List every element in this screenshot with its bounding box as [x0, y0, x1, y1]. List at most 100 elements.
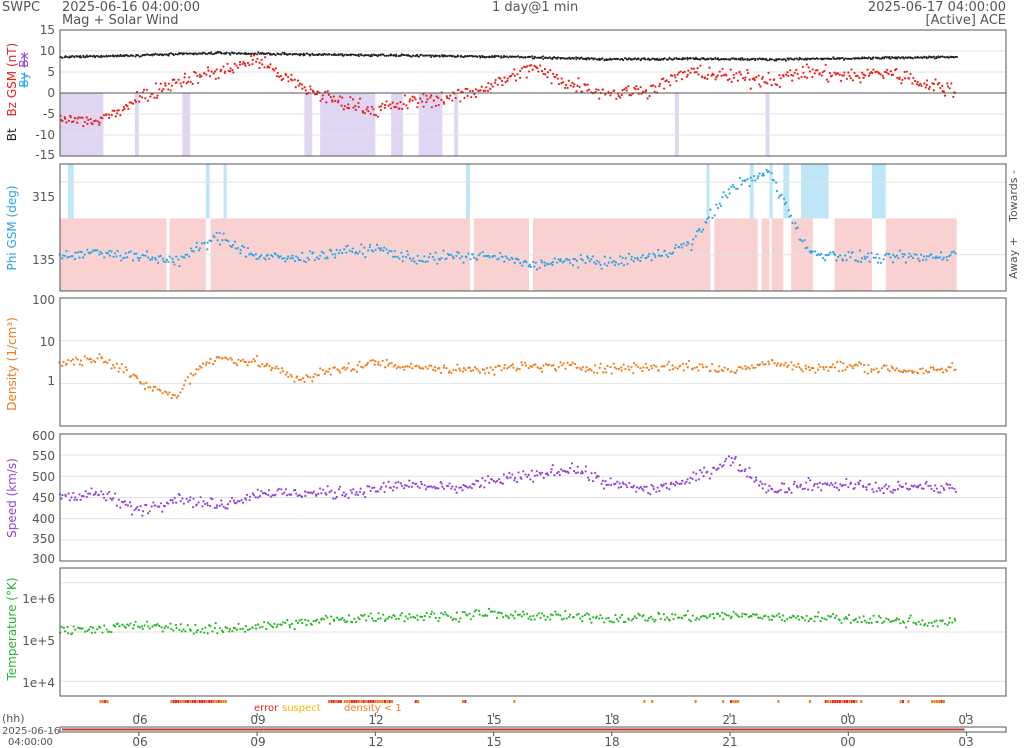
phi-point [892, 253, 895, 257]
phi-point [434, 251, 437, 254]
speed-point [322, 488, 325, 491]
mag-ytick: 15 [40, 23, 55, 37]
phi-point [114, 252, 117, 255]
bz-point [556, 77, 559, 80]
temperature-point [745, 613, 748, 616]
speed-point [517, 471, 520, 474]
temperature-point [511, 614, 515, 617]
speed-point [460, 486, 463, 489]
phi-point [167, 260, 170, 263]
bt-point [765, 57, 768, 60]
phi-point [647, 255, 650, 258]
phi-point [829, 251, 832, 254]
towards-sector-band [465, 164, 470, 219]
phi-point [262, 256, 266, 260]
density-point [922, 372, 925, 375]
temperature-point [797, 618, 801, 621]
temperature-point [481, 614, 484, 617]
bz-point [518, 76, 522, 79]
bz-point [98, 123, 101, 126]
phi-point [731, 183, 735, 187]
bt-point [560, 57, 563, 60]
speed-point [130, 505, 133, 508]
speed-point [70, 496, 73, 499]
bz-point [448, 97, 451, 100]
density-point [88, 358, 91, 361]
speed-point [688, 481, 691, 485]
speed-point [927, 484, 930, 488]
temperature-point [792, 615, 795, 618]
bz-point [924, 86, 927, 89]
density-point [442, 366, 445, 369]
density-point [580, 368, 583, 371]
bz-point [504, 81, 507, 84]
temperature-point [908, 616, 911, 620]
bz-point [145, 88, 148, 91]
density-point [85, 357, 89, 360]
temperature-point [330, 615, 333, 618]
speed-point [126, 504, 129, 507]
bt-point [686, 56, 689, 59]
density-point [627, 368, 631, 371]
bt-point [566, 57, 569, 60]
temperature-point [894, 619, 898, 622]
phi-point [491, 254, 495, 258]
density-point [98, 353, 101, 356]
speed-point [455, 491, 458, 494]
flag-mark [99, 700, 102, 703]
bt-point [387, 54, 390, 57]
bt-point [425, 54, 428, 57]
density-point [711, 363, 714, 366]
bz-point [425, 101, 428, 104]
temperature-point [310, 623, 313, 626]
towards-label: Towards - [1007, 170, 1020, 223]
bz-point [121, 109, 124, 112]
bz-point [820, 74, 823, 77]
density-point [929, 366, 932, 369]
bz-point [612, 89, 616, 92]
speed-point [715, 468, 718, 471]
phi-point [614, 261, 618, 264]
bt-point [71, 54, 74, 57]
temperature-point [847, 613, 851, 617]
bz-point [733, 76, 736, 79]
bz-point [457, 88, 460, 91]
density-point [239, 359, 242, 363]
density-point [230, 358, 233, 361]
bz-point [706, 77, 709, 81]
phi-point [925, 258, 928, 261]
density-point [364, 364, 367, 367]
phi-point [369, 243, 372, 246]
density-point [812, 367, 815, 370]
density-point [875, 367, 878, 370]
speed-point [337, 488, 341, 491]
temperature-point [601, 617, 604, 620]
speed-point [158, 505, 161, 508]
density-point [145, 381, 148, 384]
bz-point [916, 83, 919, 86]
bz-point [119, 113, 122, 117]
speed-point [712, 466, 716, 470]
speed-point [497, 477, 501, 481]
speed-point [260, 490, 263, 493]
bz-point [824, 63, 827, 67]
bz-point [477, 89, 480, 92]
towards-sector-band [205, 164, 210, 219]
density-point [846, 365, 849, 369]
density-point [108, 358, 111, 362]
bz-point [334, 99, 337, 102]
temperature-point [315, 618, 319, 621]
bz-point [229, 70, 232, 73]
temperature-point [833, 616, 837, 620]
bt-point [806, 57, 809, 60]
bz-point [429, 96, 432, 99]
phi-point [888, 252, 891, 256]
phi-point [215, 231, 218, 234]
phi-point [442, 249, 445, 252]
bz-point [369, 112, 372, 115]
speed-point [920, 487, 923, 490]
speed-point [609, 477, 612, 480]
temperature-point [194, 623, 197, 627]
bt-point [914, 56, 917, 59]
speed-point [85, 495, 88, 498]
